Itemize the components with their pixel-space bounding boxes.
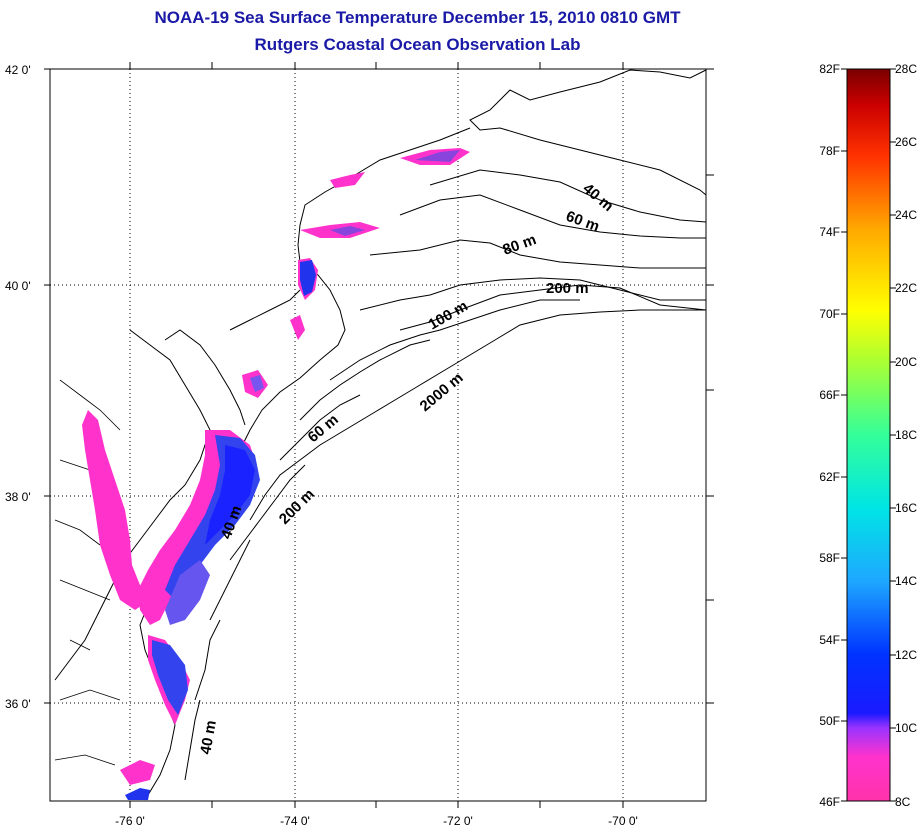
contour-label: 40 m xyxy=(579,180,616,215)
contour-label: 60 m xyxy=(305,411,342,446)
contour-label: 100 m xyxy=(426,297,471,333)
colorbar-c-label: 18C xyxy=(895,428,917,442)
colorbar-c-label: 16C xyxy=(895,501,917,515)
lat-label: 42 0' xyxy=(5,63,31,77)
colorbar-f-label: 70F xyxy=(819,307,840,321)
contour-labels: 40 m 60 m 80 m 200 m 100 m 2000 m 60 m 2… xyxy=(197,180,616,756)
bathymetry-contours xyxy=(184,169,707,781)
latitude-labels: 42 0' 40 0' 38 0' 36 0' xyxy=(5,63,31,711)
colorbar-c-label: 10C xyxy=(895,721,917,735)
contour-label: 200 m xyxy=(276,486,318,528)
color-bar-gradient xyxy=(846,68,891,802)
map-subtitle: Rutgers Coastal Ocean Observation Lab xyxy=(254,35,581,54)
colorbar-f-label: 54F xyxy=(819,633,840,647)
lat-label: 36 0' xyxy=(5,697,31,711)
longitude-labels: -76 0' -74 0' -72 0' -70 0' xyxy=(115,814,638,828)
lon-label: -72 0' xyxy=(443,814,473,828)
colorbar-f-label: 66F xyxy=(819,388,840,402)
sst-data-patches xyxy=(82,148,470,800)
colorbar-f-label: 50F xyxy=(819,714,840,728)
colorbar-c-label: 24C xyxy=(895,208,917,222)
colorbar-c-label: 14C xyxy=(895,574,917,588)
lon-label: -74 0' xyxy=(280,814,310,828)
lon-label: -70 0' xyxy=(608,814,638,828)
contour-label: 200 m xyxy=(546,280,589,297)
colorbar-c-label: 28C xyxy=(895,62,917,76)
colorbar-c-label: 12C xyxy=(895,648,917,662)
map-title: NOAA-19 Sea Surface Temperature December… xyxy=(154,8,681,27)
contour-label: 60 m xyxy=(564,208,602,236)
colorbar-f-label: 78F xyxy=(819,144,840,158)
color-bar: 82F 78F 74F 70F 66F 62F 58F 54F 50F 46F … xyxy=(819,62,917,809)
colorbar-f-label: 62F xyxy=(819,470,840,484)
colorbar-f-label: 58F xyxy=(819,551,840,565)
colorbar-c-label: 22C xyxy=(895,281,917,295)
colorbar-f-label: 82F xyxy=(819,62,840,76)
lon-label: -76 0' xyxy=(115,814,145,828)
axis-ticks xyxy=(44,62,714,808)
map-frame xyxy=(49,68,707,802)
contour-label: 40 m xyxy=(197,719,220,756)
colorbar-c-label: 20C xyxy=(895,355,917,369)
colorbar-c-label: 8C xyxy=(895,795,911,809)
chesapeake-bay-shore xyxy=(54,289,301,681)
graticule xyxy=(50,69,706,801)
coastline xyxy=(139,69,707,801)
colorbar-f-label: 46F xyxy=(819,795,840,809)
contour-label: 2000 m xyxy=(417,369,467,415)
lat-label: 38 0' xyxy=(5,490,31,504)
colorbar-f-label: 74F xyxy=(819,225,840,239)
colorbar-c-label: 26C xyxy=(895,135,917,149)
lat-label: 40 0' xyxy=(5,279,31,293)
